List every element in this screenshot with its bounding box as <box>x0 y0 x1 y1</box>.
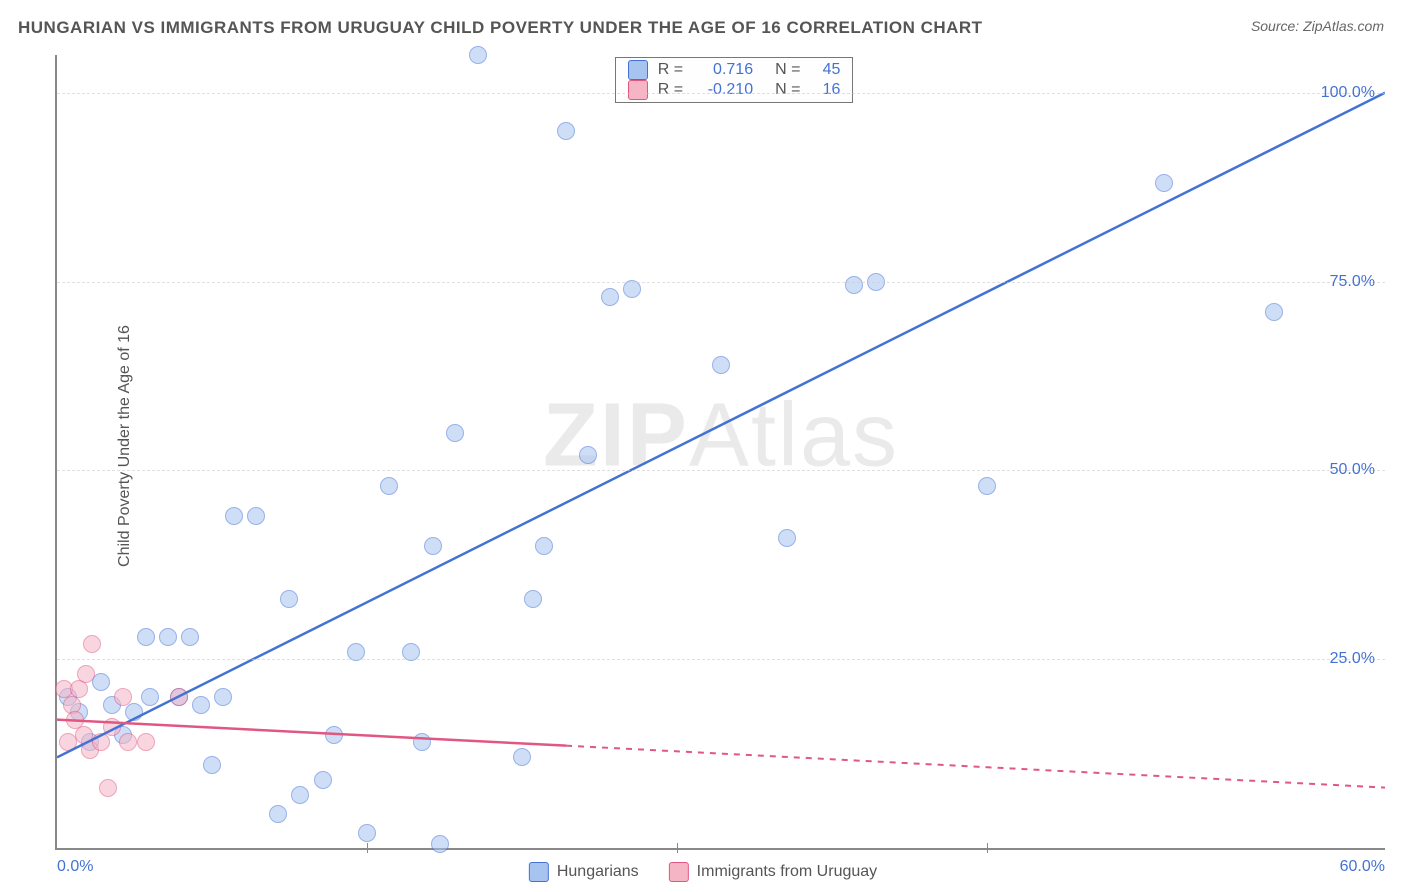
scatter-point <box>314 771 332 789</box>
scatter-point <box>778 529 796 547</box>
scatter-point <box>402 643 420 661</box>
legend-item: Hungarians <box>529 862 639 882</box>
legend: Hungarians Immigrants from Uruguay <box>529 862 877 882</box>
gridline <box>57 659 1385 660</box>
stat-R-label: R = <box>658 61 683 79</box>
scatter-point <box>203 756 221 774</box>
scatter-point <box>845 276 863 294</box>
scatter-point <box>170 688 188 706</box>
scatter-point <box>380 477 398 495</box>
legend-item: Immigrants from Uruguay <box>669 862 878 882</box>
legend-swatch <box>669 862 689 882</box>
correlation-stats-box: R = 0.716 N = 45 R = -0.210 N = 16 <box>615 57 854 103</box>
scatter-point <box>535 537 553 555</box>
scatter-point <box>712 356 730 374</box>
scatter-point <box>513 748 531 766</box>
scatter-point <box>446 424 464 442</box>
gridline <box>57 470 1385 471</box>
scatter-point <box>77 665 95 683</box>
scatter-point <box>181 628 199 646</box>
scatter-point <box>623 280 641 298</box>
stat-row: R = -0.210 N = 16 <box>616 80 853 100</box>
x-tick <box>987 843 988 853</box>
scatter-point <box>83 635 101 653</box>
scatter-point <box>192 696 210 714</box>
scatter-point <box>601 288 619 306</box>
scatter-point <box>247 507 265 525</box>
stat-N-value: 16 <box>810 81 840 99</box>
scatter-point <box>92 673 110 691</box>
chart-title: HUNGARIAN VS IMMIGRANTS FROM URUGUAY CHI… <box>18 18 983 38</box>
scatter-point <box>99 779 117 797</box>
x-tick-label: 60.0% <box>1340 858 1385 876</box>
scatter-point <box>978 477 996 495</box>
scatter-point <box>103 718 121 736</box>
stat-N-value: 45 <box>810 61 840 79</box>
stat-R-value: -0.210 <box>693 81 753 99</box>
scatter-point <box>280 590 298 608</box>
scatter-point <box>92 733 110 751</box>
scatter-point <box>137 733 155 751</box>
legend-swatch <box>529 862 549 882</box>
scatter-point <box>424 537 442 555</box>
scatter-point <box>579 446 597 464</box>
trend-lines-layer <box>57 55 1385 848</box>
scatter-point <box>469 46 487 64</box>
source-label: Source: ZipAtlas.com <box>1251 18 1384 34</box>
scatter-point <box>119 733 137 751</box>
y-tick-label: 25.0% <box>1330 650 1375 668</box>
stat-R-label: R = <box>658 81 683 99</box>
scatter-point <box>225 507 243 525</box>
watermark: ZIPAtlas <box>543 384 899 487</box>
scatter-point <box>1155 174 1173 192</box>
scatter-point <box>291 786 309 804</box>
y-tick-label: 75.0% <box>1330 273 1375 291</box>
x-tick <box>367 843 368 853</box>
legend-label: Hungarians <box>557 863 639 881</box>
scatter-point <box>1265 303 1283 321</box>
stat-R-value: 0.716 <box>693 61 753 79</box>
scatter-point <box>141 688 159 706</box>
scatter-point <box>557 122 575 140</box>
scatter-point <box>269 805 287 823</box>
scatter-point <box>524 590 542 608</box>
scatter-point <box>214 688 232 706</box>
legend-swatch <box>628 60 648 80</box>
stat-N-label: N = <box>775 81 800 99</box>
stat-N-label: N = <box>775 61 800 79</box>
scatter-point <box>431 835 449 853</box>
scatter-point <box>358 824 376 842</box>
scatter-point <box>325 726 343 744</box>
stat-row: R = 0.716 N = 45 <box>616 60 853 80</box>
scatter-point <box>114 688 132 706</box>
gridline <box>57 93 1385 94</box>
gridline <box>57 282 1385 283</box>
legend-label: Immigrants from Uruguay <box>697 863 878 881</box>
y-tick-label: 50.0% <box>1330 461 1375 479</box>
scatter-point <box>159 628 177 646</box>
x-tick-label: 0.0% <box>57 858 93 876</box>
scatter-point <box>125 703 143 721</box>
plot-area: ZIPAtlas R = 0.716 N = 45 R = -0.210 N = 16 25.… <box>55 55 1385 850</box>
legend-swatch <box>628 80 648 100</box>
scatter-point <box>137 628 155 646</box>
scatter-point <box>347 643 365 661</box>
y-tick-label: 100.0% <box>1321 84 1375 102</box>
x-tick <box>677 843 678 853</box>
scatter-point <box>413 733 431 751</box>
